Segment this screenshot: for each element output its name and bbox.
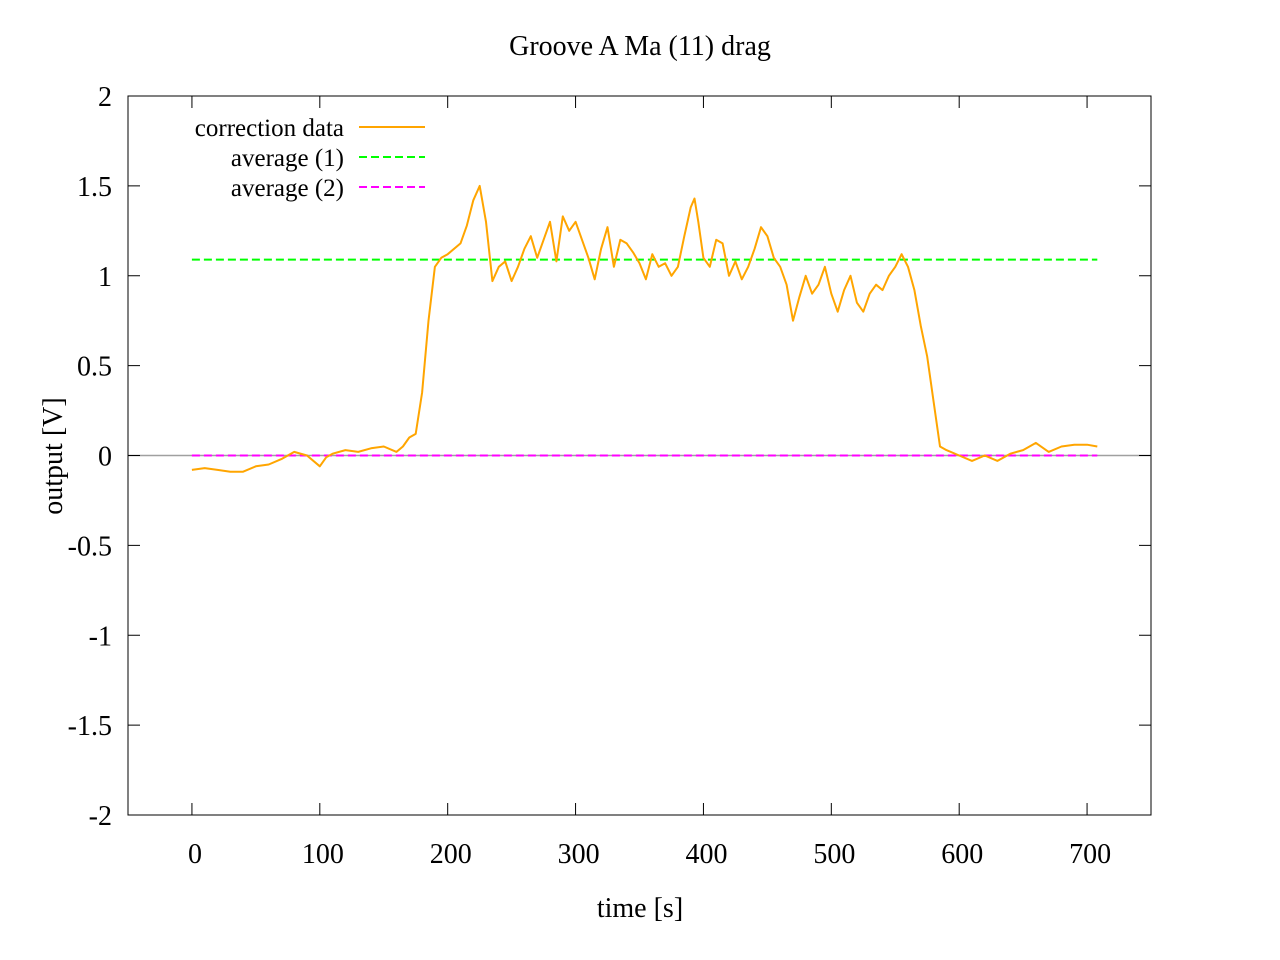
chart-title: Groove A Ma (11) drag bbox=[509, 31, 771, 62]
legend-label: correction data bbox=[195, 115, 344, 142]
y-tick-label: -1.5 bbox=[68, 711, 112, 742]
x-tick-label: 0 bbox=[188, 839, 202, 870]
y-axis-label: output [V] bbox=[38, 397, 69, 514]
x-tick-label: 600 bbox=[941, 839, 983, 870]
legend-label: average (1) bbox=[231, 145, 344, 172]
legend: correction data average (1) average (2) bbox=[195, 115, 425, 202]
series-line-correction-data bbox=[191, 184, 1098, 473]
y-tick-label: 0 bbox=[98, 442, 112, 473]
y-tick-label: 1 bbox=[98, 262, 112, 293]
x-tick-label: 700 bbox=[1069, 839, 1111, 870]
legend-label: average (2) bbox=[231, 175, 344, 202]
y-tick-label: -1 bbox=[89, 621, 112, 652]
y-tick-label: 1.5 bbox=[77, 172, 112, 203]
x-tick-label: 300 bbox=[558, 839, 600, 870]
x-tick-label: 400 bbox=[685, 839, 727, 870]
x-axis-label: time [s] bbox=[597, 893, 683, 924]
x-tick-label: 500 bbox=[813, 839, 855, 870]
y-tick-label: 0.5 bbox=[77, 352, 112, 383]
y-tick-label: -0.5 bbox=[68, 531, 112, 562]
ticks-layer: 0 100 200 300 400 500 600 700 -2 -1.5 -1 -0.5 0 0.5 1 1… bbox=[68, 82, 1151, 870]
x-tick-label: 100 bbox=[302, 839, 344, 870]
y-tick-label: 2 bbox=[98, 82, 112, 113]
x-tick-label: 200 bbox=[430, 839, 472, 870]
y-tick-label: -2 bbox=[89, 801, 112, 832]
series-layer bbox=[191, 184, 1098, 473]
